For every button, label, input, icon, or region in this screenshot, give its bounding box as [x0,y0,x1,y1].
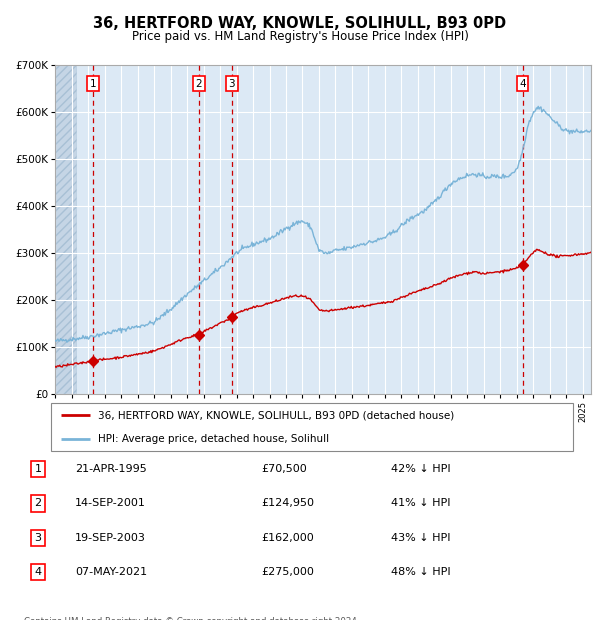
Text: £124,950: £124,950 [261,498,314,508]
Text: 07-MAY-2021: 07-MAY-2021 [75,567,147,577]
Text: 2: 2 [196,79,202,89]
Text: 2: 2 [35,498,41,508]
Text: Contains HM Land Registry data © Crown copyright and database right 2024.: Contains HM Land Registry data © Crown c… [24,616,359,620]
Text: 1: 1 [90,79,97,89]
Text: 21-APR-1995: 21-APR-1995 [75,464,146,474]
Text: £70,500: £70,500 [261,464,307,474]
Text: 3: 3 [35,533,41,542]
Text: 42% ↓ HPI: 42% ↓ HPI [391,464,450,474]
Text: 3: 3 [229,79,235,89]
Text: 4: 4 [35,567,41,577]
Text: HPI: Average price, detached house, Solihull: HPI: Average price, detached house, Soli… [98,434,329,445]
Text: 36, HERTFORD WAY, KNOWLE, SOLIHULL, B93 0PD (detached house): 36, HERTFORD WAY, KNOWLE, SOLIHULL, B93 … [98,410,454,420]
Text: Price paid vs. HM Land Registry's House Price Index (HPI): Price paid vs. HM Land Registry's House … [131,30,469,43]
Text: 19-SEP-2003: 19-SEP-2003 [75,533,146,542]
FancyBboxPatch shape [51,403,573,451]
Text: 4: 4 [519,79,526,89]
Text: 43% ↓ HPI: 43% ↓ HPI [391,533,450,542]
Text: £275,000: £275,000 [261,567,314,577]
Bar [55,65,76,394]
Text: £162,000: £162,000 [261,533,314,542]
Text: 41% ↓ HPI: 41% ↓ HPI [391,498,450,508]
Bar [55,65,76,394]
Text: 14-SEP-2001: 14-SEP-2001 [75,498,146,508]
Text: 36, HERTFORD WAY, KNOWLE, SOLIHULL, B93 0PD: 36, HERTFORD WAY, KNOWLE, SOLIHULL, B93 … [94,16,506,30]
Text: 48% ↓ HPI: 48% ↓ HPI [391,567,450,577]
Text: 1: 1 [35,464,41,474]
